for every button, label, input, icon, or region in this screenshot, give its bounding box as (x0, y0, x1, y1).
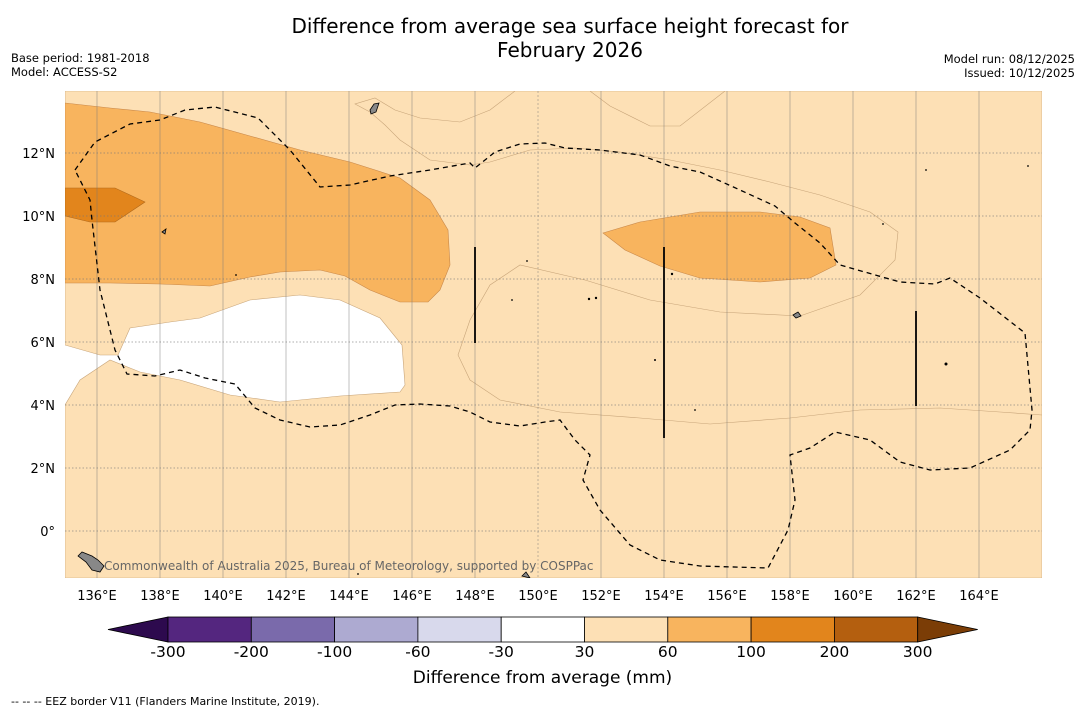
lat-tick-4n: 4°N (31, 399, 56, 414)
colorbar-segment (417, 616, 502, 643)
lon-tick-154e: 154°E (644, 589, 684, 604)
colorbar-title: Difference from average (mm) (412, 668, 673, 688)
colorbar-segment (834, 616, 919, 643)
lat-tick-10n: 10°N (22, 210, 55, 225)
eez-footnote: -- -- -- EEZ border V11 (Flanders Marine… (11, 695, 320, 708)
island-southwest (77, 551, 105, 573)
colorbar-segment (500, 616, 585, 643)
eez-border (74, 106, 1033, 569)
colorbar-extend-high (917, 616, 978, 643)
lon-tick-148e: 148°E (455, 589, 495, 604)
meta-left: Base period: 1981-2018 Model: ACCESS-S2 (11, 51, 150, 79)
meta-right: Model run: 08/12/2025 Issued: 10/12/2025 (944, 52, 1075, 80)
map-area: Commonwealth of Australia 2025, Bureau o… (65, 91, 1042, 578)
colorbar-segment (584, 616, 669, 643)
island-northwest (369, 102, 380, 115)
colorbar (107, 616, 978, 643)
colorbar-tick-label: 30 (574, 643, 595, 661)
lon-tick-152e: 152°E (581, 589, 621, 604)
colorbar-tick-label: 100 (736, 643, 766, 661)
islands (77, 102, 802, 578)
lon-tick-160e: 160°E (833, 589, 873, 604)
model-run: Model run: 08/12/2025 (943, 52, 1075, 66)
lat-tick-12n: 12°N (22, 147, 55, 162)
contour-60-100-east (602, 211, 837, 283)
lon-tick-142e: 142°E (266, 589, 306, 604)
lon-tick-138e: 138°E (140, 589, 180, 604)
lat-tick-0: 0° (40, 525, 55, 540)
contour-100-200 (65, 187, 146, 223)
small-islets (235, 165, 1029, 575)
lon-tick-164e: 164°E (959, 589, 999, 604)
lon-tick-140e: 140°E (203, 589, 243, 604)
colorbar-segment (167, 616, 252, 643)
issued-date: Issued: 10/12/2025 (964, 66, 1075, 80)
lon-tick-146e: 146°E (392, 589, 432, 604)
lon-tick-162e: 162°E (896, 589, 936, 604)
colorbar-tick-label: 300 (902, 643, 933, 661)
lon-tick-150e: 150°E (518, 589, 558, 604)
colorbar-tick-label: -300 (150, 643, 186, 661)
lon-tick-136e: 136°E (77, 589, 117, 604)
island-mid (161, 228, 167, 235)
lat-tick-6n: 6°N (31, 336, 56, 351)
lon-tick-158e: 158°E (770, 589, 810, 604)
base-period: Base period: 1981-2018 (11, 51, 150, 65)
island-south (521, 571, 531, 578)
colorbar-tick-label: -100 (317, 643, 353, 661)
lat-tick-8n: 8°N (31, 273, 56, 288)
lon-tick-144e: 144°E (329, 589, 369, 604)
colorbar-segment (334, 616, 419, 643)
latitude-tick-labels: 12°N 10°N 8°N 6°N 4°N 2°N 0° (22, 147, 55, 540)
colorbar-segment (250, 616, 336, 643)
colorbar-tick-label: -200 (233, 643, 269, 661)
colorbar-segment (667, 616, 752, 643)
model-name: Model: ACCESS-S2 (11, 65, 118, 79)
colorbar-segment (750, 616, 835, 643)
island-east (792, 311, 802, 319)
longitude-markers (474, 247, 917, 438)
contour-60-100-west (65, 102, 451, 303)
longitude-tick-labels: 136°E 138°E 140°E 142°E 144°E 146°E 148°… (77, 589, 999, 604)
lon-tick-156e: 156°E (707, 589, 747, 604)
colorbar-tick-label: 60 (657, 643, 678, 661)
colorbar-extend-low (107, 616, 169, 643)
colorbar-tick-label: -60 (405, 643, 431, 661)
colorbar-tick-label: 200 (819, 643, 850, 661)
colorbar-tick-label: -30 (488, 643, 514, 661)
lat-tick-2n: 2°N (31, 462, 56, 477)
map-title: Difference from average sea surface heig… (220, 14, 920, 62)
title-line-2: February 2026 (497, 38, 643, 62)
attribution-text: Commonwealth of Australia 2025, Bureau o… (104, 559, 594, 573)
title-line-1: Difference from average sea surface heig… (291, 14, 849, 38)
